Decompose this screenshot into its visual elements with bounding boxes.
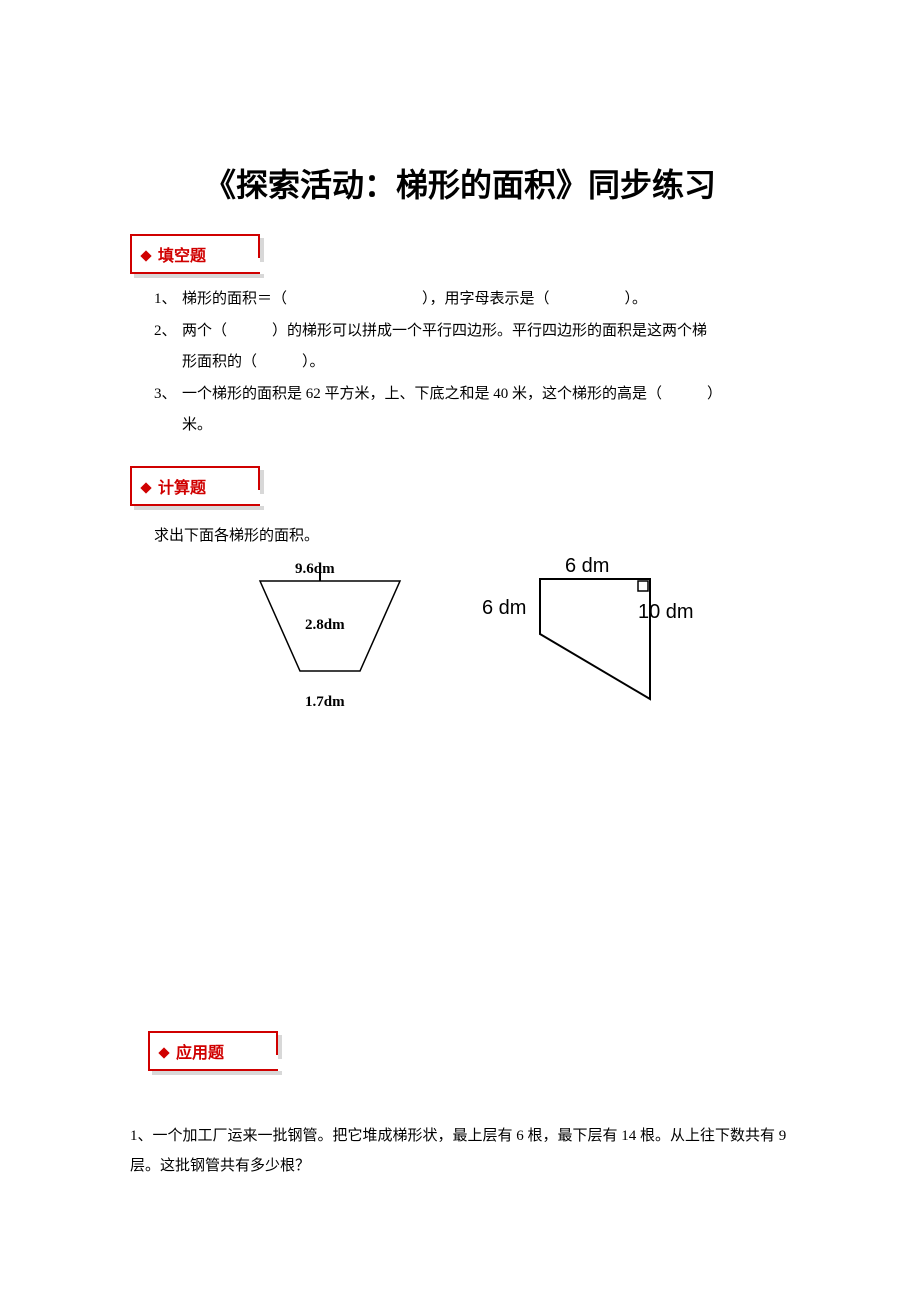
- trapezoid2-shape: [540, 579, 650, 699]
- diamond-icon: [140, 250, 151, 261]
- trapezoid1-bottom-label: 1.7dm: [305, 694, 345, 711]
- section-fill-text: 填空题: [158, 248, 206, 265]
- fill-q2-text-a: 两个（ ）的梯形可以拼成一个平行四边形。平行四边形的面积是这两个梯: [182, 316, 790, 348]
- badge-top-border: [148, 1031, 278, 1033]
- fill-q3-text-b: 米。: [182, 410, 790, 442]
- spacer: [130, 761, 790, 991]
- page-title: 《探索活动：梯形的面积》同步练习: [130, 160, 790, 206]
- badge-label: 应用题: [160, 1039, 224, 1063]
- badge-label: 填空题: [142, 242, 206, 266]
- fill-q3: 3、 一个梯形的面积是 62 平方米，上、下底之和是 40 米，这个梯形的高是（…: [154, 379, 790, 411]
- badge-shadow: [152, 1071, 282, 1075]
- trapezoid1-svg: [220, 581, 440, 711]
- badge-left-border: [130, 466, 132, 506]
- badge-shadow-right: [260, 238, 264, 262]
- fill-questions: 1、 梯形的面积＝（ ），用字母表示是（ ）。 2、 两个（ ）的梯形可以拼成一…: [154, 284, 790, 442]
- trapezoid1-height-label: 2.8dm: [305, 617, 345, 634]
- diamond-icon: [158, 1047, 169, 1058]
- badge-label: 计算题: [142, 474, 206, 498]
- fill-q2-text-b: 形面积的（ ）。: [182, 347, 790, 379]
- badge-shadow: [134, 274, 264, 278]
- section-badge-fill: 填空题: [130, 234, 260, 274]
- diamond-icon: [140, 482, 151, 493]
- badge-left-border: [130, 234, 132, 274]
- fill-q2-num: 2、: [154, 316, 182, 348]
- section-calc-text: 计算题: [158, 480, 206, 497]
- badge-shadow-right: [278, 1035, 282, 1059]
- badge-top-border: [130, 466, 260, 468]
- badge-bottom-border: [130, 272, 260, 274]
- fill-q3-text-a: 一个梯形的面积是 62 平方米，上、下底之和是 40 米，这个梯形的高是（ ）: [182, 379, 790, 411]
- fill-q1-num: 1、: [154, 284, 182, 316]
- section-badge-app: 应用题: [148, 1031, 278, 1071]
- app-q1-num: 1、: [130, 1128, 153, 1144]
- badge-shadow-right: [260, 470, 264, 494]
- badge-bottom-border: [148, 1069, 278, 1071]
- app-q1-text: 一个加工厂运来一批钢管。把它堆成梯形状，最上层有 6 根，最下层有 14 根。从…: [130, 1128, 786, 1174]
- badge-top-border: [130, 234, 260, 236]
- badge-right-border: [258, 466, 260, 490]
- trapezoid2-right-label: 10 dm: [638, 601, 694, 624]
- badge-right-border: [276, 1031, 278, 1055]
- trapezoid2-right-angle: [638, 581, 648, 591]
- figures-container: 9.6dm 2.8dm 1.7dm 6 dm 6 dm 10 dm: [130, 561, 790, 761]
- badge-shadow: [134, 506, 264, 510]
- trapezoid2-svg: [540, 579, 680, 719]
- section-app-text: 应用题: [176, 1045, 224, 1062]
- trapezoid1-top-label: 9.6dm: [295, 561, 335, 578]
- fill-q2: 2、 两个（ ）的梯形可以拼成一个平行四边形。平行四边形的面积是这两个梯: [154, 316, 790, 348]
- badge-right-border: [258, 234, 260, 258]
- spacer: [130, 1081, 790, 1109]
- fill-q3-num: 3、: [154, 379, 182, 411]
- fill-q1: 1、 梯形的面积＝（ ），用字母表示是（ ）。: [154, 284, 790, 316]
- badge-left-border: [148, 1031, 150, 1071]
- trapezoid2-left-label: 6 dm: [482, 597, 526, 620]
- trapezoid2-top-label: 6 dm: [565, 555, 609, 578]
- app-questions: 1、一个加工厂运来一批钢管。把它堆成梯形状，最上层有 6 根，最下层有 14 根…: [130, 1121, 790, 1181]
- calc-intro: 求出下面各梯形的面积。: [154, 524, 790, 545]
- section-badge-calc: 计算题: [130, 466, 260, 506]
- fill-q1-text: 梯形的面积＝（ ），用字母表示是（ ）。: [182, 284, 790, 316]
- badge-bottom-border: [130, 504, 260, 506]
